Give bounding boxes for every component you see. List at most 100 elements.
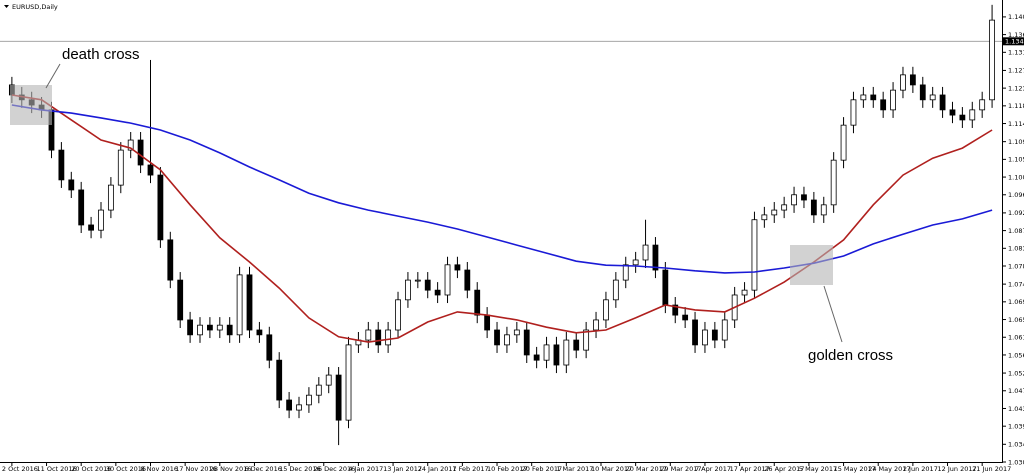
x-tick-label: 30 Oct 2016	[106, 465, 146, 473]
candle-body	[197, 324, 203, 336]
candle-body	[345, 344, 352, 421]
x-tick-label: 4 Jan 2017	[348, 465, 383, 473]
y-tick-label: 1.08760	[1008, 227, 1024, 235]
candle-body	[513, 329, 520, 336]
x-tick-label: 24 Jan 2017	[418, 465, 457, 473]
death-cross-pointer	[45, 63, 61, 89]
candle-body	[949, 109, 956, 116]
title-arrow	[4, 5, 9, 8]
candle-body	[642, 244, 649, 261]
candle-body	[612, 279, 619, 301]
candle-body	[454, 264, 461, 271]
candle-body	[979, 99, 986, 111]
candle-body	[682, 314, 689, 321]
candle-body	[315, 384, 322, 396]
y-tick-label: 1.10090	[1008, 173, 1024, 181]
y-tick-label: 1.10530	[1008, 156, 1024, 164]
candle-body	[137, 139, 144, 166]
candle-body	[236, 274, 243, 336]
candle-body	[504, 334, 510, 346]
y-tick-label: 1.11420	[1008, 120, 1024, 128]
x-tick-label: 7 Apr 2017	[695, 465, 731, 473]
current-price-box	[1003, 37, 1024, 46]
candle-body	[880, 99, 887, 111]
candle-body	[969, 109, 976, 121]
candle-body	[900, 74, 906, 91]
y-tick-label: 1.11860	[1008, 102, 1024, 110]
candle-body	[187, 319, 193, 336]
candle-body	[583, 329, 590, 351]
x-tick-label: 13 Jan 2017	[383, 465, 422, 473]
x-tick-label: 24 May 2017	[868, 465, 910, 473]
candle-body	[741, 289, 748, 296]
candle-body	[286, 399, 293, 411]
golden-cross-box	[790, 245, 833, 285]
x-tick-label: 2 Jun 2017	[903, 465, 938, 473]
candle-body	[147, 164, 154, 176]
candle-body	[890, 89, 896, 111]
x-tick-label: 20 Mar 2017	[626, 465, 667, 473]
x-tick-label: 20 Feb 2017	[522, 465, 562, 473]
x-tick-label: 12 Jun 2017	[938, 465, 977, 473]
candle-body	[830, 159, 837, 206]
candle-body	[523, 329, 530, 356]
candle-body	[563, 339, 570, 366]
candle-body	[68, 179, 75, 191]
x-tick-label: 29 Mar 2017	[660, 465, 701, 473]
x-tick-label: 1 Feb 2017	[452, 465, 488, 473]
candle-body	[622, 264, 629, 281]
candle-body	[692, 319, 698, 346]
candle-body	[801, 194, 807, 201]
candle-body	[414, 279, 421, 282]
candle-body	[771, 209, 778, 216]
y-tick-label: 1.12740	[1008, 67, 1024, 75]
candle-body	[929, 94, 936, 101]
candle-body	[820, 204, 827, 216]
candle-body	[860, 94, 867, 101]
candle-body	[306, 394, 312, 406]
current-price-label: 1.13464	[1005, 38, 1024, 46]
candle-body	[127, 139, 134, 151]
y-tick-label: 1.06110	[1008, 334, 1024, 342]
candle-body	[296, 404, 302, 411]
x-tick-label: 11 Oct 2016	[37, 465, 77, 473]
candle-body	[791, 194, 797, 206]
y-tick-label: 1.06990	[1008, 298, 1024, 306]
candle-body	[78, 189, 85, 226]
x-tick-label: 2 Oct 2016	[2, 465, 38, 473]
candle-body	[850, 99, 857, 126]
candle-body	[226, 324, 233, 336]
x-tick-label: 6 Dec 2016	[244, 465, 281, 473]
candle-body	[157, 174, 164, 241]
candle-body	[177, 279, 184, 321]
candle-body	[98, 209, 104, 231]
candle-body	[810, 199, 817, 216]
y-tick-label: 1.04340	[1008, 405, 1024, 413]
candle-body	[662, 269, 669, 306]
y-tick-label: 1.07430	[1008, 280, 1024, 288]
x-tick-label: 28 Nov 2016	[210, 465, 252, 473]
y-tick-label: 1.07880	[1008, 262, 1024, 270]
candle-body	[276, 359, 283, 401]
x-tick-label: 26 Dec 2016	[314, 465, 356, 473]
y-tick-label: 1.06550	[1008, 316, 1024, 324]
y-tick-label: 1.09200	[1008, 209, 1024, 217]
candle-body	[870, 94, 877, 101]
x-tick-label: 1 Mar 2017	[556, 465, 593, 473]
candle-body	[266, 334, 273, 361]
candle-body	[464, 269, 471, 291]
golden-cross-pointer	[823, 285, 843, 343]
candle-body	[553, 344, 560, 366]
candle-body	[246, 274, 253, 331]
candle-body	[444, 264, 451, 296]
label-layer: 1.13464	[1003, 37, 1024, 46]
death-cross-box	[10, 85, 52, 125]
x-tick-label: 10 Mar 2017	[591, 465, 632, 473]
candle-body	[840, 124, 847, 161]
candle-body	[593, 319, 599, 331]
candle-body	[167, 239, 174, 281]
y-tick-label: 1.09650	[1008, 191, 1024, 199]
y-tick-label: 1.10970	[1008, 138, 1024, 146]
candle-body	[325, 374, 332, 386]
